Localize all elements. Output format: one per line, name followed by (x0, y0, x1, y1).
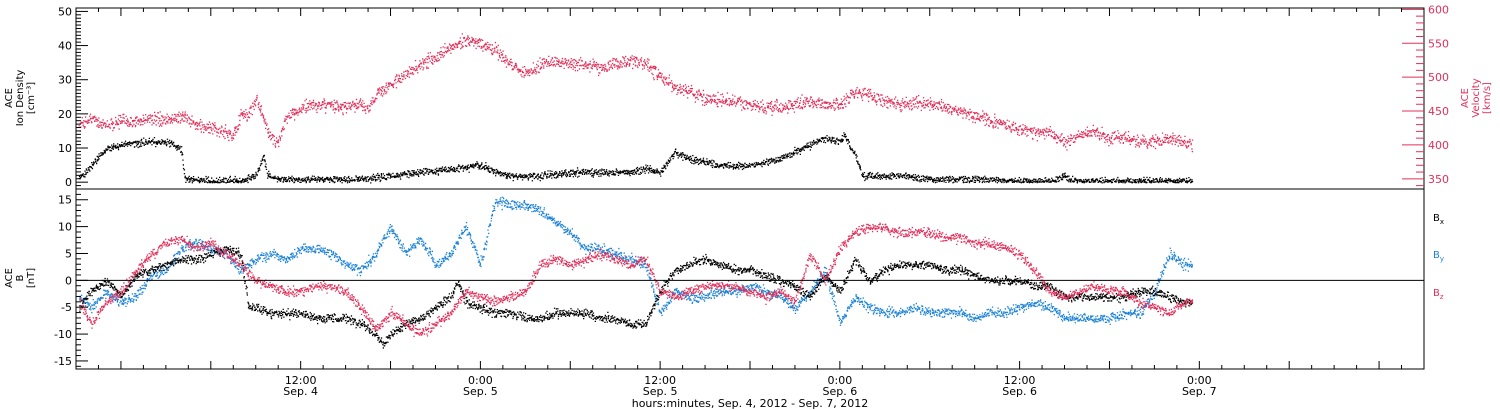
density-series-points (78, 132, 1194, 184)
top-left-tick-label: 50 (58, 5, 72, 18)
x-axis-label: hours:minutes, Sep. 4, 2012 - Sep. 7, 20… (632, 397, 869, 410)
bottom-left-tick-label: 15 (58, 194, 72, 207)
density-axis-title-line: [cm⁻³] (26, 82, 37, 114)
velocity-axis-title-line: Velocity (1471, 78, 1482, 117)
bx-series (79, 245, 1193, 349)
top-left-tick-label: 10 (58, 142, 72, 155)
x-tick-date-label: Sep. 6 (822, 385, 857, 398)
axes: 0 10 20 30 40 50 350 400 450 500 550 600 -15 -10 -5 0 5 1… (54, 3, 1449, 398)
bottom-panel-frame (75, 188, 1425, 370)
bottom-left-tick-label: 0 (65, 274, 72, 287)
bottom-panel-data (79, 196, 1194, 349)
top-right-tick-label: 350 (1428, 173, 1449, 186)
x-tick-time-label: 0:00 (828, 374, 853, 387)
density-axis-title-line: Ion Density (15, 70, 26, 127)
x-tick-time-label: 12:00 (1004, 374, 1036, 387)
top-right-tick-label: 450 (1428, 105, 1449, 118)
velocity-series (78, 33, 1194, 153)
field-axis-title-line: [nT] (26, 268, 37, 288)
bottom-left-tick-label: -5 (61, 301, 72, 314)
top-right-tick-label: 400 (1428, 139, 1449, 152)
density-axis-title: ACE Ion Density [cm⁻³] (4, 70, 37, 127)
field-axis-title: ACE B [nT] (4, 268, 37, 288)
x-tick-time-label: 0:00 (1187, 374, 1212, 387)
legend-bx: Bx (1433, 213, 1444, 226)
legend-by: By (1433, 250, 1444, 263)
top-panel-data (78, 33, 1194, 184)
bottom-left-tick-label: 10 (58, 221, 72, 234)
top-right-tick-label: 550 (1428, 37, 1449, 50)
legend-bz: Bz (1433, 288, 1444, 301)
top-left-tick-label: 40 (58, 40, 72, 53)
velocity-axis-title: ACE Velocity [km/s] (1460, 78, 1493, 117)
x-tick-date-label: Sep. 5 (643, 385, 678, 398)
velocity-axis-title-line: [km/s] (1482, 82, 1493, 114)
field-axis-title-line: B (15, 274, 26, 281)
bottom-left-tick-label: -15 (54, 355, 72, 368)
x-tick-time-label: 12:00 (644, 374, 676, 387)
axis-labels: hours:minutes, Sep. 4, 2012 - Sep. 7, 20… (4, 70, 1493, 410)
field-axis-title-line: ACE (4, 268, 15, 288)
top-right-tick-label: 600 (1428, 3, 1449, 16)
x-tick-date-label: Sep. 5 (463, 385, 498, 398)
density-series (78, 132, 1194, 184)
bottom-left-tick-label: -10 (54, 328, 72, 341)
density-axis-title-line: ACE (4, 88, 15, 108)
bottom-left-tick-label: 5 (65, 247, 72, 260)
x-tick-date-label: Sep. 4 (283, 385, 318, 398)
bx-series-points (79, 245, 1193, 349)
velocity-axis-title-line: ACE (1460, 88, 1471, 108)
top-right-tick-label: 500 (1428, 71, 1449, 84)
top-left-tick-label: 0 (65, 176, 72, 189)
x-tick-time-label: 0:00 (468, 374, 493, 387)
x-tick-date-label: Sep. 7 (1182, 385, 1217, 398)
x-tick-time-label: 12:00 (285, 374, 317, 387)
x-tick-date-label: Sep. 6 (1002, 385, 1037, 398)
top-left-tick-label: 20 (58, 108, 72, 121)
velocity-series-points (78, 33, 1194, 153)
top-left-tick-label: 30 (58, 74, 72, 87)
top-panel-frame (75, 7, 1425, 190)
